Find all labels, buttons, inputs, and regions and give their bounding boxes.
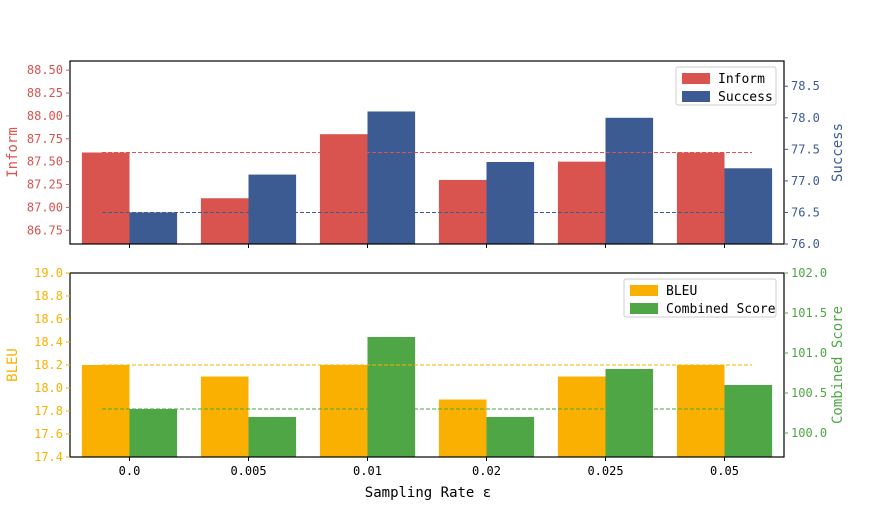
right-axis-tick-label: 101.0 <box>791 346 827 360</box>
right-axis-tick-label: 76.5 <box>791 205 820 219</box>
x-axis-tick-label-0.05: 0.05 <box>710 464 739 478</box>
left-axis-tick-label: 17.8 <box>34 404 63 418</box>
legend-swatch-success <box>682 91 710 102</box>
bar-combined-score-0.0 <box>129 409 178 457</box>
bar-bleu-0.02 <box>438 399 487 457</box>
right-axis-tick-label: 101.5 <box>791 306 827 320</box>
x-axis-tick-label-0.0: 0.0 <box>119 464 141 478</box>
legend-label-combined-score: Combined Score <box>666 302 776 317</box>
left-axis-tick-label: 86.75 <box>27 223 63 237</box>
bar-success-0.02 <box>486 161 535 244</box>
right-axis-tick-label: 100.5 <box>791 386 827 400</box>
bar-bleu-0.0 <box>81 365 130 457</box>
right-axis-tick-label: 102.0 <box>791 266 827 280</box>
legend-swatch-combined-score <box>630 303 658 314</box>
right-axis-tick-label: 76.0 <box>791 237 820 251</box>
right-axis-tick-label: 77.5 <box>791 142 820 156</box>
bar-bleu-0.01 <box>319 365 368 457</box>
left-axis-tick-label: 18.6 <box>34 312 63 326</box>
bar-combined-score-0.02 <box>486 417 535 457</box>
left-axis-tick-label: 19.0 <box>34 266 63 280</box>
left-axis-tick-label: 18.0 <box>34 381 63 395</box>
legend-swatch-bleu <box>630 285 658 296</box>
left-axis-tick-label: 18.8 <box>34 289 63 303</box>
plot-frame <box>69 60 785 245</box>
left-axis-label: BLEU <box>5 348 21 382</box>
x-axis-tick-label-0.02: 0.02 <box>472 464 501 478</box>
bar-combined-score-0.005 <box>248 417 297 457</box>
left-axis-tick-label: 87.75 <box>27 132 63 146</box>
left-axis-tick-label: 87.50 <box>27 155 63 169</box>
bar-inform-0.05 <box>676 152 725 244</box>
top-panel: 86.75 87.00 87.25 87.50 87.75 88.00 88.25 88.50… <box>5 60 846 251</box>
left-axis-tick-label: 88.25 <box>27 86 63 100</box>
bar-success-0.01 <box>367 111 416 244</box>
bottom-panel: 17.4 17.6 17.8 18.0 18.2 18.4 18.6 18.8 19.0 100.… <box>5 266 846 478</box>
bar-success-0.005 <box>248 174 297 244</box>
left-axis-tick-label: 18.4 <box>34 335 63 349</box>
left-axis-tick-label: 17.6 <box>34 427 63 441</box>
right-axis-label: Success <box>830 123 846 182</box>
legend-label-success: Success <box>718 90 773 105</box>
bar-combined-score-0.05 <box>724 385 773 457</box>
left-axis-label: Inform <box>5 127 21 178</box>
bar-bleu-0.005 <box>200 376 249 457</box>
right-axis-tick-label: 78.0 <box>791 111 820 125</box>
bar-bleu-0.05 <box>676 365 725 457</box>
bar-combined-score-0.01 <box>367 337 416 457</box>
right-axis-label: Combined Score <box>830 306 846 424</box>
legend-box <box>623 278 777 318</box>
bar-bleu-0.025 <box>557 376 606 457</box>
left-axis-tick-label: 18.2 <box>34 358 63 372</box>
x-axis-label: Sampling Rate ε <box>365 485 491 501</box>
right-axis-tick-label: 100.0 <box>791 426 827 440</box>
bar-success-0.05 <box>724 168 773 244</box>
bar-inform-0.005 <box>200 198 249 244</box>
x-axis-tick-label-0.025: 0.025 <box>587 464 623 478</box>
bar-inform-0.01 <box>319 134 368 244</box>
bar-combined-score-0.025 <box>605 369 654 457</box>
right-axis-tick-label: 78.5 <box>791 79 820 93</box>
left-axis-tick-label: 17.4 <box>34 450 63 464</box>
bar-inform-0.025 <box>557 161 606 244</box>
left-axis-tick-label: 88.50 <box>27 63 63 77</box>
left-axis-tick-label: 88.00 <box>27 109 63 123</box>
left-axis-tick-label: 87.25 <box>27 178 63 192</box>
x-axis-tick-label-0.005: 0.005 <box>230 464 266 478</box>
legend-label-bleu: BLEU <box>666 284 697 299</box>
bar-inform-0.0 <box>81 152 130 244</box>
right-axis-tick-label: 77.0 <box>791 174 820 188</box>
x-axis-tick-label-0.01: 0.01 <box>353 464 382 478</box>
legend-label-inform: Inform <box>718 72 765 87</box>
left-axis-tick-label: 87.00 <box>27 200 63 214</box>
legend-swatch-inform <box>682 73 710 84</box>
bar-success-0.0 <box>129 212 178 244</box>
bar-success-0.025 <box>605 117 654 244</box>
